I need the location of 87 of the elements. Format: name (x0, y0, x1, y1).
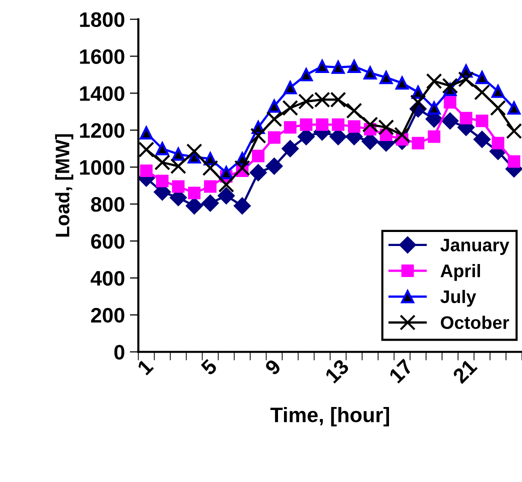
point (138, 142, 154, 158)
y-tick-label: 1600 (80, 49, 124, 64)
point (188, 186, 201, 200)
x-tick-label: 1 (136, 358, 154, 376)
point (186, 143, 202, 160)
point (154, 154, 170, 170)
point (348, 120, 360, 133)
point (476, 114, 488, 128)
point (172, 180, 185, 193)
point (427, 101, 441, 115)
point (332, 60, 345, 74)
point (426, 73, 442, 90)
x-tick-label: 5 (200, 358, 218, 376)
point (218, 187, 235, 204)
point (442, 112, 459, 130)
y-tick-label: 1200 (80, 123, 124, 138)
point (474, 84, 490, 100)
x-tick-label: 13 (324, 358, 350, 384)
point (316, 60, 329, 73)
point (172, 148, 185, 161)
point (348, 60, 361, 73)
point (394, 126, 410, 143)
point (332, 118, 344, 131)
point (250, 164, 267, 182)
point (156, 142, 169, 156)
point (170, 158, 186, 174)
y-axis-title: Load, [MW] (55, 134, 74, 237)
point (202, 160, 218, 176)
point (282, 100, 298, 116)
y-tick-label: 400 (90, 270, 124, 286)
legend-label: April (440, 264, 480, 281)
y-tick-label: 200 (91, 308, 124, 323)
point (266, 111, 282, 128)
point (282, 140, 299, 158)
y-tick-label: 800 (91, 197, 124, 212)
point (473, 130, 491, 148)
point (458, 71, 474, 88)
point (284, 81, 297, 94)
point (284, 121, 296, 134)
point (234, 160, 250, 176)
point (218, 176, 234, 193)
point (140, 126, 153, 140)
point (300, 68, 313, 82)
point (412, 136, 424, 150)
x-tick-label: 21 (452, 358, 478, 384)
point (444, 96, 456, 109)
x-tick-label: 17 (388, 358, 414, 384)
legend-label: July (440, 290, 476, 307)
y-tick-label: 600 (91, 234, 124, 249)
legend-label: January (440, 238, 510, 255)
point (475, 70, 489, 84)
point (364, 66, 377, 80)
point (250, 128, 266, 144)
point (266, 158, 283, 175)
x-tick-label: 9 (264, 358, 282, 376)
point (202, 194, 219, 212)
point (507, 101, 521, 115)
x-axis-title: Time, [hour] (270, 406, 389, 426)
point (442, 78, 458, 94)
point (268, 100, 281, 113)
point (506, 123, 522, 140)
point (428, 130, 440, 143)
legend-label: October (440, 316, 510, 329)
y-tick-label: 1400 (80, 86, 124, 101)
point (300, 118, 312, 131)
point (492, 136, 504, 150)
point (396, 76, 409, 90)
point (491, 84, 505, 98)
point (156, 174, 169, 188)
point (234, 197, 251, 214)
point (410, 94, 426, 110)
point (460, 112, 472, 124)
point (508, 155, 520, 168)
y-tick-label: 1800 (80, 12, 124, 28)
point (268, 131, 280, 144)
y-tick-label: 1000 (80, 160, 124, 175)
point (252, 150, 264, 162)
y-tick-label: 0 (114, 344, 124, 360)
point (346, 102, 362, 119)
point (140, 164, 153, 178)
point (186, 197, 203, 214)
point (220, 166, 233, 180)
point (316, 118, 328, 131)
point (380, 70, 393, 84)
point (490, 100, 506, 116)
point (204, 180, 217, 193)
point (188, 150, 201, 164)
